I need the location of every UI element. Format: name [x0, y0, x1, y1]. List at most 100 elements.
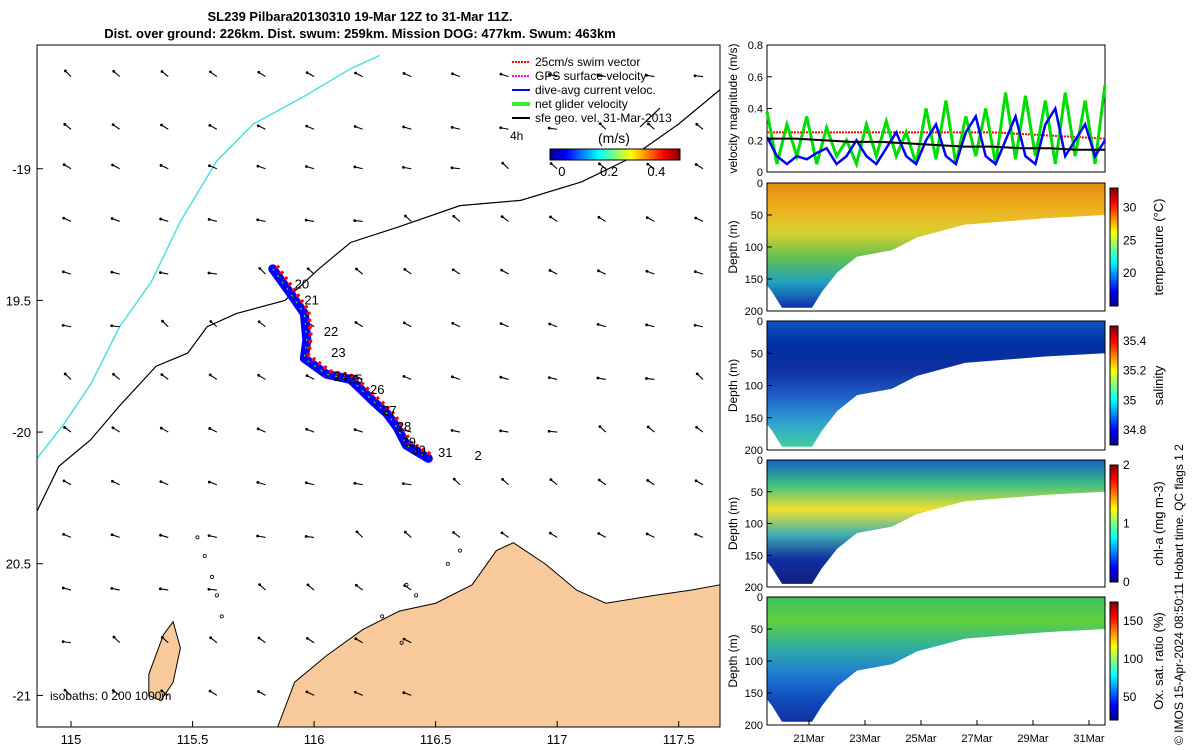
velocity-y-tick-label: 0.4	[748, 104, 763, 116]
current-vector-head	[452, 531, 456, 534]
current-vector-head	[63, 425, 66, 429]
legend-entry: dive-avg current veloc.	[535, 83, 656, 97]
current-vector-head	[353, 219, 357, 222]
depth-axis-label: Depth (m)	[726, 634, 740, 687]
current-vector-head	[647, 122, 650, 126]
depth-axis-label: Depth (m)	[726, 220, 740, 273]
current-vector-head	[304, 481, 308, 485]
current-vector-head	[306, 583, 310, 587]
current-vector-head	[499, 126, 503, 130]
current-vector-head	[110, 587, 114, 590]
depth-tick-label: 50	[751, 348, 763, 360]
day-label: 29	[402, 435, 416, 450]
current-vector-head	[63, 688, 67, 692]
current-vector-head	[110, 324, 114, 328]
current-vector-head	[693, 74, 697, 78]
date-tick-label: 21Mar	[793, 733, 825, 745]
depth-tick-label: 150	[745, 550, 763, 562]
current-vector-head	[304, 535, 308, 538]
current-vector-head	[258, 267, 262, 270]
velocity-series-line	[767, 131, 1106, 140]
map-y-tick-label: 20.5	[6, 557, 31, 572]
current-vector-head	[256, 124, 260, 128]
current-vector-head	[452, 214, 456, 218]
current-vector-head	[499, 322, 503, 326]
panel-colorbar	[1109, 187, 1119, 307]
heatmap-field	[767, 183, 1105, 308]
panel-colorbar	[1109, 464, 1119, 583]
current-vector-head	[209, 636, 213, 640]
current-vector-head	[112, 372, 115, 376]
current-vector-head	[158, 271, 162, 274]
map-y-tick-label: -21	[12, 688, 31, 703]
current-vector-head	[62, 533, 66, 536]
colorbar-title: Ox. sat. ratio (%)	[1151, 612, 1166, 710]
current-vector-head	[547, 376, 551, 380]
colorbar-title: temperature (°C)	[1151, 199, 1166, 296]
current-vector-head	[646, 478, 650, 482]
current-vector-head	[694, 163, 698, 166]
panel-colorbar	[1109, 325, 1119, 446]
map-x-tick-label: 115.5	[177, 732, 209, 747]
current-vector-head	[598, 162, 601, 166]
current-vector-head	[159, 533, 162, 537]
colorbar-tick-label: 20	[1123, 266, 1137, 280]
current-vector-head	[645, 216, 649, 220]
current-vector-head	[305, 636, 309, 640]
date-tick-label: 29Mar	[1017, 733, 1049, 745]
current-vector-head	[111, 123, 115, 127]
current-vector-head	[694, 216, 698, 220]
colorbar-tick-label: 35.4	[1123, 334, 1147, 348]
current-vector-head	[403, 584, 407, 587]
velocity-y-label: velocity magnitude (m/s)	[726, 43, 740, 173]
day-label: 23	[331, 345, 345, 360]
current-vector-head	[548, 73, 551, 76]
current-vector-head	[209, 320, 213, 323]
current-vector-head	[451, 72, 454, 76]
velocity-colorbar	[549, 148, 681, 161]
islet	[210, 574, 215, 579]
current-vector-head	[305, 427, 309, 431]
current-vector-head	[304, 218, 308, 222]
current-vector-head	[695, 122, 699, 126]
colorbar-tick-label: 2	[1123, 458, 1130, 472]
day-label: 27	[382, 403, 396, 418]
colorbar-tick-label: 100	[1123, 652, 1143, 666]
mainland	[276, 542, 721, 728]
depth-axis-label: Depth (m)	[726, 497, 740, 550]
current-vector-head	[355, 530, 359, 534]
islet	[380, 614, 385, 619]
depth-tick-label: 200	[745, 582, 763, 594]
current-vector-head	[695, 425, 698, 429]
current-vector-head	[402, 125, 406, 129]
current-vector-head	[500, 268, 504, 272]
day-label: 31	[438, 445, 452, 460]
day-label: 30	[411, 443, 425, 458]
current-vector-head	[693, 323, 697, 327]
current-vector-head	[306, 267, 310, 271]
day-label: 25	[348, 371, 362, 386]
current-vector-head	[596, 73, 600, 77]
current-vector-head	[596, 323, 600, 326]
depth-tick-label: 0	[757, 316, 763, 328]
colorbar-tick-label: 34.8	[1123, 423, 1147, 437]
current-vector-head	[158, 587, 162, 591]
current-vector-head	[403, 267, 407, 271]
current-vector-head	[450, 429, 454, 432]
current-vector-head	[354, 321, 358, 324]
current-vector-head	[208, 123, 212, 127]
date-tick-label: 31Mar	[1073, 733, 1105, 745]
dive-avg-current-track	[268, 264, 433, 463]
isobath-label: isobaths: 0 200 1000m	[50, 689, 171, 703]
current-vector-head	[402, 375, 406, 378]
current-vector-head	[499, 72, 503, 76]
colorbar-tick-label: 150	[1123, 614, 1143, 628]
current-vector-head	[208, 427, 212, 430]
colorbar-tick-label: 0	[558, 164, 565, 179]
current-vector-head	[548, 322, 552, 326]
current-vector-head	[256, 164, 260, 168]
date-tick-label: 27Mar	[961, 733, 993, 745]
colorbar-tick-label: 35	[1123, 393, 1137, 407]
current-vector-head	[208, 70, 212, 74]
current-vector-head	[63, 69, 67, 73]
